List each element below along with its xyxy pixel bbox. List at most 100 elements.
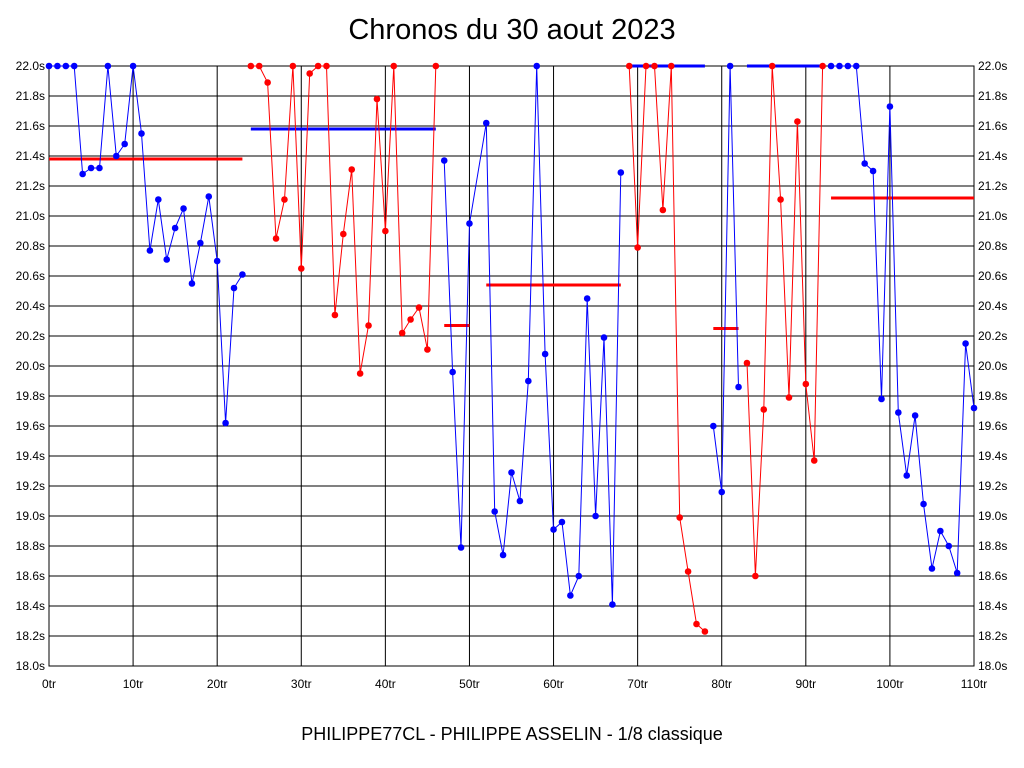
data-point bbox=[272, 235, 280, 242]
y-tick-label-right: 20.2s bbox=[978, 329, 1007, 343]
y-tick-label-right: 19.6s bbox=[978, 419, 1007, 433]
data-point bbox=[163, 256, 171, 263]
y-tick-label-left: 20.6s bbox=[16, 269, 45, 283]
x-tick-label: 10tr bbox=[123, 677, 144, 691]
data-point bbox=[457, 544, 465, 551]
data-point bbox=[533, 62, 541, 70]
y-tick-label-right: 19.2s bbox=[978, 479, 1007, 493]
data-point bbox=[667, 62, 675, 70]
data-point bbox=[482, 119, 490, 127]
data-point bbox=[365, 322, 372, 329]
data-point bbox=[87, 164, 95, 172]
data-point bbox=[903, 472, 911, 479]
y-tick-label-right: 18.6s bbox=[978, 569, 1007, 583]
data-point bbox=[810, 457, 818, 464]
data-point bbox=[541, 350, 549, 358]
data-point bbox=[962, 340, 969, 347]
series-line bbox=[49, 65, 243, 424]
y-tick-label-right: 18.2s bbox=[978, 629, 1007, 643]
y-tick-label-left: 20.4s bbox=[16, 299, 45, 313]
y-tick-label-right: 19.0s bbox=[978, 509, 1007, 523]
series-line bbox=[712, 65, 739, 493]
y-tick-label-left: 20.0s bbox=[16, 359, 45, 373]
y-tick-label-right: 20.0s bbox=[978, 359, 1007, 373]
data-point bbox=[45, 62, 53, 70]
data-point bbox=[945, 542, 953, 550]
data-point bbox=[129, 62, 137, 70]
data-point bbox=[609, 601, 616, 608]
data-point bbox=[432, 62, 440, 70]
data-point bbox=[440, 157, 448, 164]
data-point bbox=[600, 334, 608, 341]
data-point bbox=[62, 62, 70, 70]
x-tick-label: 0tr bbox=[42, 677, 56, 691]
series-line bbox=[831, 65, 975, 574]
y-tick-label-left: 19.0s bbox=[16, 509, 45, 523]
data-point bbox=[180, 205, 187, 212]
data-point bbox=[171, 224, 179, 232]
data-point bbox=[550, 526, 557, 533]
data-point bbox=[869, 167, 877, 175]
data-point bbox=[508, 469, 515, 476]
data-point bbox=[592, 512, 599, 520]
data-point bbox=[138, 130, 145, 137]
data-point bbox=[415, 304, 423, 311]
series-line bbox=[250, 65, 437, 374]
data-point bbox=[625, 62, 633, 70]
data-point bbox=[466, 220, 473, 227]
data-point bbox=[289, 62, 297, 70]
data-point bbox=[155, 196, 162, 203]
y-tick-label-right: 21.6s bbox=[978, 119, 1007, 133]
y-tick-label-left: 18.6s bbox=[16, 569, 45, 583]
y-tick-label-left: 18.0s bbox=[16, 659, 45, 673]
y-tick-label-left: 21.6s bbox=[16, 119, 45, 133]
data-point bbox=[264, 79, 271, 86]
data-point bbox=[449, 368, 456, 376]
y-tick-label-left: 21.8s bbox=[16, 89, 45, 103]
x-tick-label: 50tr bbox=[459, 677, 480, 691]
data-point bbox=[701, 628, 709, 635]
y-tick-label-left: 18.8s bbox=[16, 539, 45, 553]
data-point bbox=[794, 118, 801, 125]
y-tick-label-right: 18.4s bbox=[978, 599, 1007, 613]
y-tick-label-left: 19.8s bbox=[16, 389, 45, 403]
data-point bbox=[247, 62, 255, 70]
y-tick-label-right: 19.4s bbox=[978, 449, 1007, 463]
data-point bbox=[836, 62, 843, 70]
data-point bbox=[760, 406, 768, 413]
y-tick-label-right: 21.2s bbox=[978, 179, 1007, 193]
data-point bbox=[297, 265, 305, 272]
data-point bbox=[819, 62, 826, 70]
data-point bbox=[802, 380, 810, 388]
y-tick-label-right: 21.8s bbox=[978, 89, 1007, 103]
x-tick-label: 40tr bbox=[375, 677, 396, 691]
y-tick-label-left: 21.2s bbox=[16, 179, 45, 193]
y-tick-label-left: 20.2s bbox=[16, 329, 45, 343]
data-point bbox=[920, 500, 927, 508]
y-tick-label-left: 19.6s bbox=[16, 419, 45, 433]
data-point bbox=[516, 497, 524, 505]
data-point bbox=[222, 419, 229, 427]
data-point bbox=[852, 62, 860, 70]
data-point bbox=[146, 247, 154, 254]
data-point bbox=[281, 196, 288, 203]
chart-footer: PHILIPPE77CL - PHILIPPE ASSELIN - 1/8 cl… bbox=[301, 724, 723, 744]
data-point bbox=[188, 280, 196, 287]
data-point bbox=[255, 62, 263, 70]
y-tick-label-right: 18.8s bbox=[978, 539, 1007, 553]
data-point bbox=[373, 95, 381, 103]
x-tick-label: 20tr bbox=[207, 677, 228, 691]
chart-title: Chronos du 30 aout 2023 bbox=[348, 14, 676, 46]
data-point bbox=[735, 383, 742, 391]
data-point bbox=[491, 508, 498, 515]
y-tick-label-left: 19.2s bbox=[16, 479, 45, 493]
data-point bbox=[768, 62, 776, 70]
y-tick-label-right: 20.4s bbox=[978, 299, 1007, 313]
data-point bbox=[726, 62, 734, 70]
y-tick-label-right: 18.0s bbox=[978, 659, 1007, 673]
series-line bbox=[628, 65, 706, 632]
data-point bbox=[642, 62, 650, 70]
data-point bbox=[953, 569, 961, 577]
data-point bbox=[525, 377, 532, 385]
